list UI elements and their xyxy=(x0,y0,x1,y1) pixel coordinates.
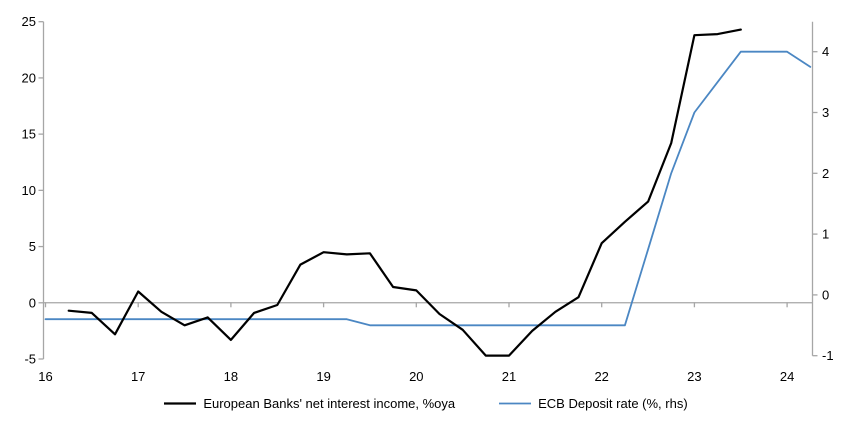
x-axis-tick-label: 19 xyxy=(316,369,330,384)
ecb-line-swatch xyxy=(499,402,532,405)
left-y-axis-tick-label: 5 xyxy=(29,239,36,254)
legend-label-nii: European Banks' net interest income, %oy… xyxy=(203,396,456,411)
x-axis-tick-label: 23 xyxy=(687,369,701,384)
left-y-axis-tick-label: 0 xyxy=(29,295,36,310)
right-y-axis-tick-label: 0 xyxy=(822,287,829,302)
nii-line-swatch xyxy=(164,402,197,405)
left-y-axis-tick-label: 10 xyxy=(22,183,36,198)
x-axis-tick-label: 17 xyxy=(131,369,145,384)
right-y-axis-tick-label: 4 xyxy=(822,44,829,59)
x-axis-tick-label: 18 xyxy=(224,369,238,384)
right-y-axis-tick-label: -1 xyxy=(822,348,834,363)
left-y-axis-tick-label: 15 xyxy=(22,127,36,142)
x-axis-tick-label: 24 xyxy=(780,369,794,384)
x-axis-tick-label: 22 xyxy=(594,369,608,384)
chart-legend: European Banks' net interest income, %oy… xyxy=(0,396,852,411)
right-y-axis-tick-label: 1 xyxy=(822,227,829,242)
legend-item-ecb-deposit-rate: ECB Deposit rate (%, rhs) xyxy=(499,396,688,411)
right-y-axis-tick-label: 3 xyxy=(822,105,829,120)
x-axis-tick-label: 16 xyxy=(38,369,52,384)
series-line-ecb-deposit-rate xyxy=(44,50,812,327)
legend-label-ecb-deposit-rate: ECB Deposit rate (%, rhs) xyxy=(538,396,688,411)
legend-item-nii: European Banks' net interest income, %oy… xyxy=(164,396,455,411)
x-axis-tick-label: 20 xyxy=(409,369,423,384)
series-line-european-banks-nii xyxy=(67,28,742,357)
x-axis-tick-label: 21 xyxy=(502,369,516,384)
left-y-axis-tick-label: 20 xyxy=(22,70,36,85)
left-y-axis-tick-label: -5 xyxy=(24,351,36,366)
left-y-axis-tick-label: 25 xyxy=(22,14,36,29)
right-y-axis-tick-label: 2 xyxy=(822,166,829,181)
